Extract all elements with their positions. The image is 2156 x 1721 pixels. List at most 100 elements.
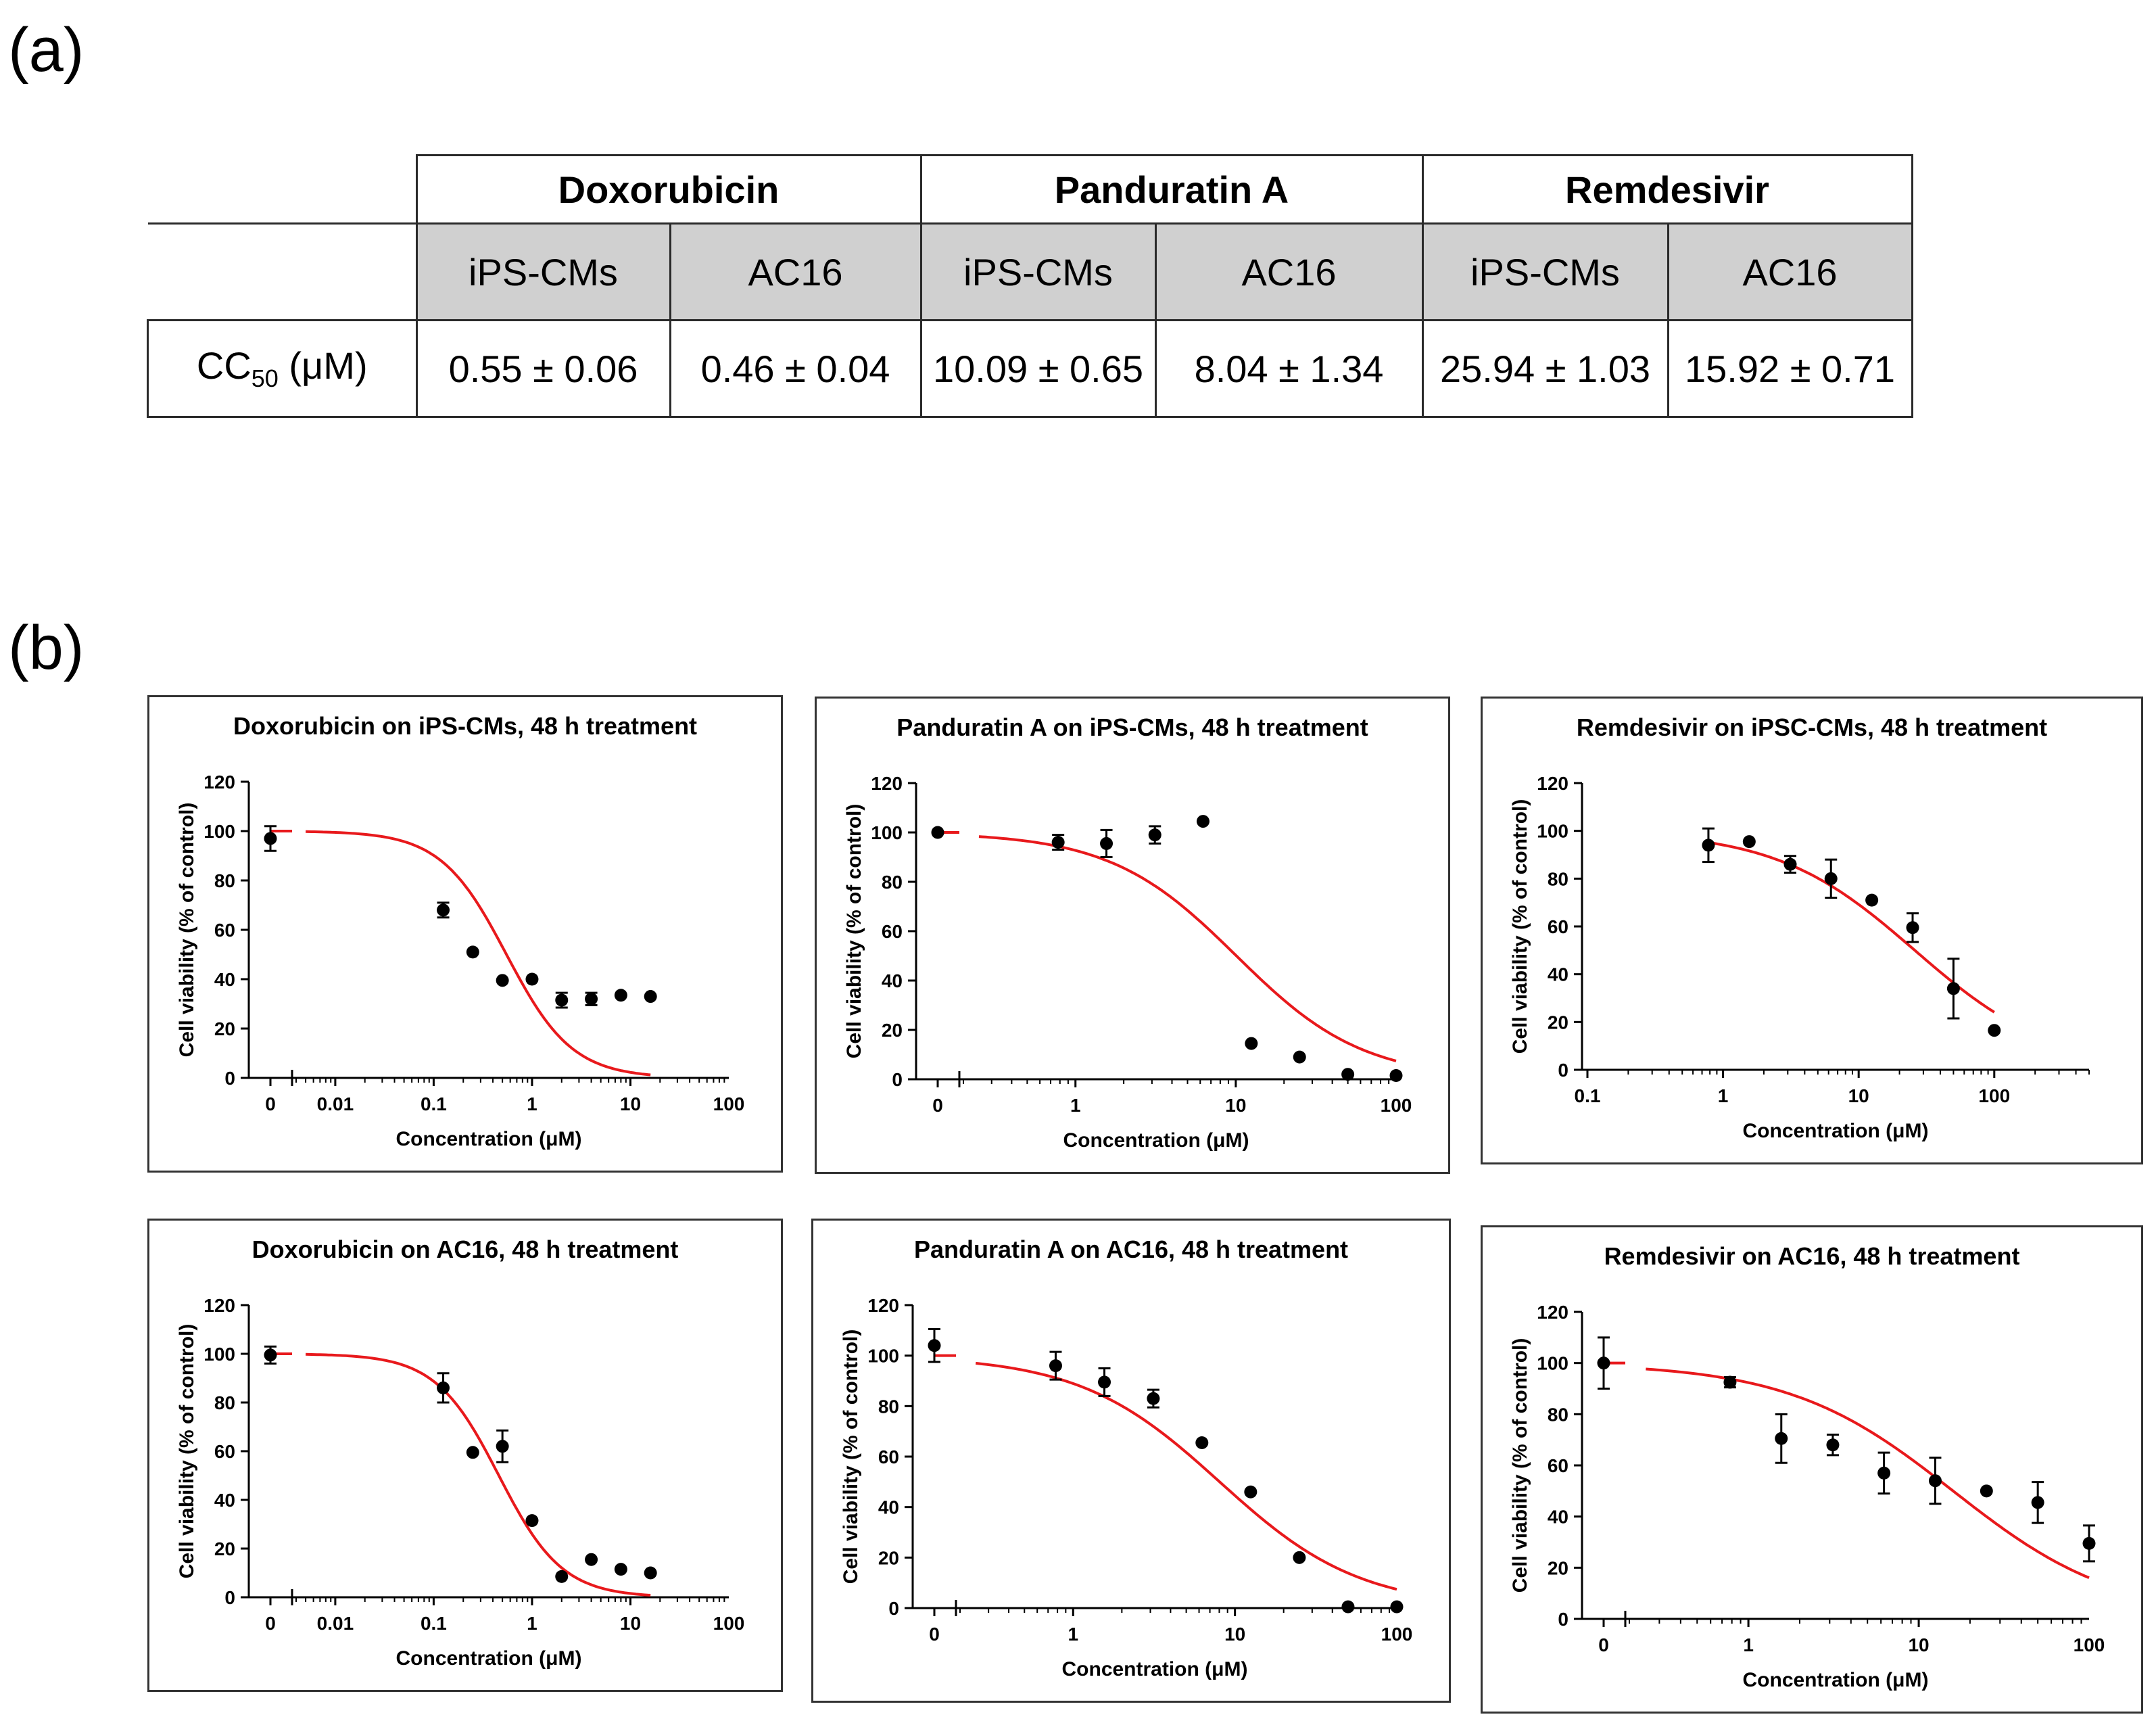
data-point — [1906, 921, 1919, 935]
x-axis-label: Concentration (μM) — [1743, 1669, 1929, 1691]
data-point — [1148, 828, 1161, 842]
data-point — [928, 1339, 941, 1352]
data-point — [614, 989, 627, 1002]
x-tick-label: 100 — [713, 1613, 745, 1634]
data-point — [1195, 1436, 1209, 1449]
x-tick-label: 10 — [620, 1613, 641, 1634]
row-label-subscript: 50 — [251, 364, 279, 393]
data-point — [1928, 1474, 1942, 1488]
y-axis-label: Cell viability (% of control) — [176, 1324, 198, 1579]
y-axis-label: Cell viability (% of control) — [843, 804, 865, 1059]
table-corner — [147, 155, 418, 225]
fit-curve — [978, 835, 1397, 1062]
x-tick-label: 10 — [1908, 1634, 1929, 1655]
data-point — [1723, 1375, 1737, 1389]
table-cell-line-header: iPS-CMs — [415, 222, 671, 321]
chart-title: Remdesivir on AC16, 48 h treatment — [1604, 1242, 2020, 1270]
y-tick-label: 60 — [214, 1441, 235, 1462]
data-point — [1341, 1600, 1355, 1613]
x-axis-label: Concentration (μM) — [1063, 1129, 1249, 1152]
data-point — [585, 992, 598, 1006]
y-axis-label: Cell viability (% of control) — [176, 803, 198, 1058]
x-axis-label: Concentration (μM) — [1743, 1120, 1929, 1142]
data-point — [1390, 1600, 1404, 1613]
data-point — [614, 1563, 627, 1576]
y-tick-label: 100 — [203, 1344, 235, 1365]
data-point — [525, 1514, 539, 1528]
chart-frame — [147, 1219, 783, 1692]
data-point — [1865, 893, 1879, 907]
y-tick-label: 120 — [871, 773, 903, 794]
chart-frame — [815, 697, 1450, 1174]
y-tick-label: 40 — [214, 1490, 235, 1511]
table-value: 15.92 ± 0.71 — [1667, 319, 1913, 418]
y-tick-label: 80 — [214, 1392, 235, 1413]
table-corner — [147, 223, 418, 321]
data-point — [585, 1553, 598, 1566]
x-tick-label: 0 — [932, 1095, 943, 1116]
x-tick-label: 0 — [265, 1613, 276, 1634]
data-point — [1049, 1359, 1062, 1373]
y-tick-label: 60 — [1548, 916, 1568, 937]
y-tick-label: 40 — [214, 969, 235, 990]
chart-frame — [1481, 697, 2143, 1164]
table-drug-header: Panduratin A — [919, 154, 1424, 225]
y-tick-label: 80 — [882, 872, 903, 893]
data-point — [1147, 1392, 1160, 1405]
y-tick-label: 80 — [1548, 1404, 1568, 1425]
x-tick-label: 100 — [2074, 1634, 2105, 1655]
chart-doxorubicin-ac16: Doxorubicin on AC16, 48 h treatment 0 20 40… — [147, 1219, 783, 1692]
y-tick-label: 120 — [203, 1295, 235, 1316]
chart-title: Panduratin A on iPS-CMs, 48 h treatment — [896, 713, 1368, 741]
y-tick-label: 0 — [224, 1587, 235, 1608]
y-tick-label: 0 — [892, 1069, 903, 1090]
y-tick-label: 120 — [1537, 773, 1568, 794]
row-label-unit: (μM) — [278, 344, 368, 387]
x-tick-label: 100 — [1381, 1624, 1413, 1645]
chart-panduratin-ac16: Panduratin A on AC16, 48 h treatment 0 20 4… — [811, 1219, 1451, 1703]
table-value: 8.04 ± 1.34 — [1154, 319, 1424, 418]
y-tick-label: 60 — [1548, 1455, 1568, 1476]
y-tick-label: 40 — [1548, 964, 1568, 985]
data-point — [496, 974, 509, 987]
y-tick-label: 120 — [867, 1295, 899, 1316]
x-axis-label: Concentration (μM) — [396, 1647, 582, 1670]
x-tick-label: 0.01 — [317, 1613, 354, 1634]
data-point — [437, 1381, 450, 1394]
y-tick-label: 100 — [871, 822, 903, 843]
fit-curve — [1646, 1367, 2090, 1580]
data-point — [1389, 1069, 1403, 1083]
x-tick-label: 1 — [1068, 1624, 1079, 1645]
y-tick-label: 80 — [878, 1396, 899, 1417]
data-point — [1098, 1375, 1111, 1389]
y-tick-label: 20 — [214, 1018, 235, 1039]
data-point — [555, 1570, 569, 1583]
y-tick-label: 100 — [867, 1346, 899, 1367]
y-tick-label: 120 — [1537, 1302, 1568, 1323]
x-tick-label: 0.1 — [421, 1093, 447, 1114]
data-point — [1946, 982, 1960, 995]
fit-curve — [306, 1352, 651, 1597]
data-point — [1293, 1551, 1306, 1564]
table-drug-header: Doxorubicin — [415, 154, 922, 225]
data-point — [2082, 1536, 2096, 1550]
chart-remdesivir-ac16: Remdesivir on AC16, 48 h treatment 0 20 40 6… — [1481, 1225, 2143, 1714]
x-tick-label: 0.01 — [317, 1093, 354, 1114]
data-point — [1980, 1484, 1993, 1498]
data-point — [2031, 1496, 2044, 1509]
fit-curve — [306, 830, 651, 1077]
x-tick-label: 10 — [1225, 1095, 1246, 1116]
y-tick-label: 0 — [1558, 1609, 1568, 1630]
table-value: 0.55 ± 0.06 — [415, 319, 671, 418]
y-tick-label: 80 — [1548, 868, 1568, 889]
table-cell-line-header: AC16 — [1154, 222, 1424, 321]
x-tick-label: 10 — [620, 1093, 641, 1114]
y-tick-label: 60 — [214, 920, 235, 941]
row-label-main: CC — [196, 344, 251, 387]
table-row-label: CC50 (μM) — [147, 319, 418, 418]
chart-panduratin-ipscms: Panduratin A on iPS-CMs, 48 h treatment 0… — [815, 697, 1450, 1174]
table-drug-header: Remdesivir — [1421, 154, 1913, 225]
x-tick-label: 0 — [1598, 1634, 1609, 1655]
x-tick-label: 100 — [1978, 1085, 2010, 1106]
table-cell-line-header: iPS-CMs — [1421, 222, 1669, 321]
